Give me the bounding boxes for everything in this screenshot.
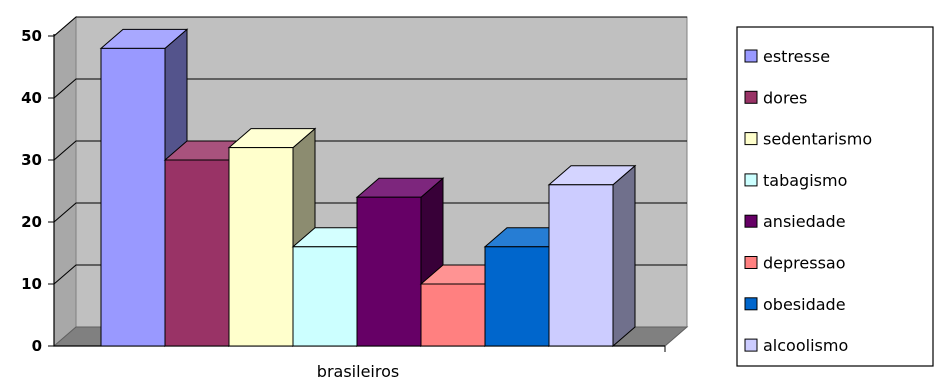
y-tick-label: 0 — [32, 337, 42, 355]
legend-swatch — [744, 256, 758, 269]
legend-item-tabagismo: tabagismo — [744, 171, 847, 190]
legend-swatch — [744, 49, 758, 63]
legend-swatch — [744, 214, 758, 228]
bar-alcoolismo — [547, 164, 637, 348]
legend-swatch — [744, 338, 758, 352]
y-tick-label: 30 — [21, 151, 42, 169]
bars — [99, 28, 637, 348]
bar-front — [484, 246, 550, 347]
bar-front — [228, 147, 294, 347]
legend-frame — [736, 26, 934, 367]
legend-label: tabagismo — [763, 171, 847, 190]
bar-side — [612, 164, 636, 348]
legend-label: obesidade — [763, 295, 846, 314]
legend-label: sedentarismo — [763, 130, 872, 149]
side-wall — [53, 15, 77, 348]
legend-swatch — [744, 90, 758, 104]
legend-label: alcoolismo — [763, 336, 848, 355]
bar-front — [548, 184, 614, 347]
y-tick-label: 40 — [21, 89, 42, 107]
legend-item-obesidade: obesidade — [744, 295, 846, 314]
bar-front — [420, 283, 486, 347]
legend-item-dores: dores — [744, 88, 807, 107]
bar-front — [292, 246, 358, 347]
legend-label: dores — [763, 88, 807, 107]
legend-item-alcoolismo: alcoolismo — [744, 336, 848, 355]
legend-swatch — [744, 297, 758, 311]
legend-item-ansiedade: ansiedade — [744, 212, 846, 231]
legend-item-depressao: depressao — [744, 254, 846, 273]
bar-front — [100, 47, 166, 347]
legend-swatch — [744, 173, 758, 187]
gridline — [53, 16, 687, 37]
y-tick-labels: 0 10 20 30 40 50 — [21, 27, 42, 355]
gridline — [53, 202, 687, 223]
legend: estresse dores sedentarismo tabagismo ansied… — [736, 26, 934, 367]
legend-item-estresse: estresse — [744, 47, 830, 66]
y-tick-label: 50 — [21, 27, 42, 45]
legend-label: estresse — [763, 47, 830, 66]
y-tick-label: 20 — [21, 213, 42, 231]
gridline — [53, 140, 687, 161]
bar-front — [164, 159, 230, 347]
legend-swatch — [744, 132, 758, 146]
bar-front — [356, 196, 422, 347]
gridline — [53, 78, 687, 99]
legend-label: depressao — [763, 254, 846, 273]
y-tick-label: 10 — [21, 275, 42, 293]
legend-label: ansiedade — [763, 212, 846, 231]
legend-item-sedentarismo: sedentarismo — [744, 130, 872, 149]
x-category-label: brasileiros — [317, 362, 399, 381]
